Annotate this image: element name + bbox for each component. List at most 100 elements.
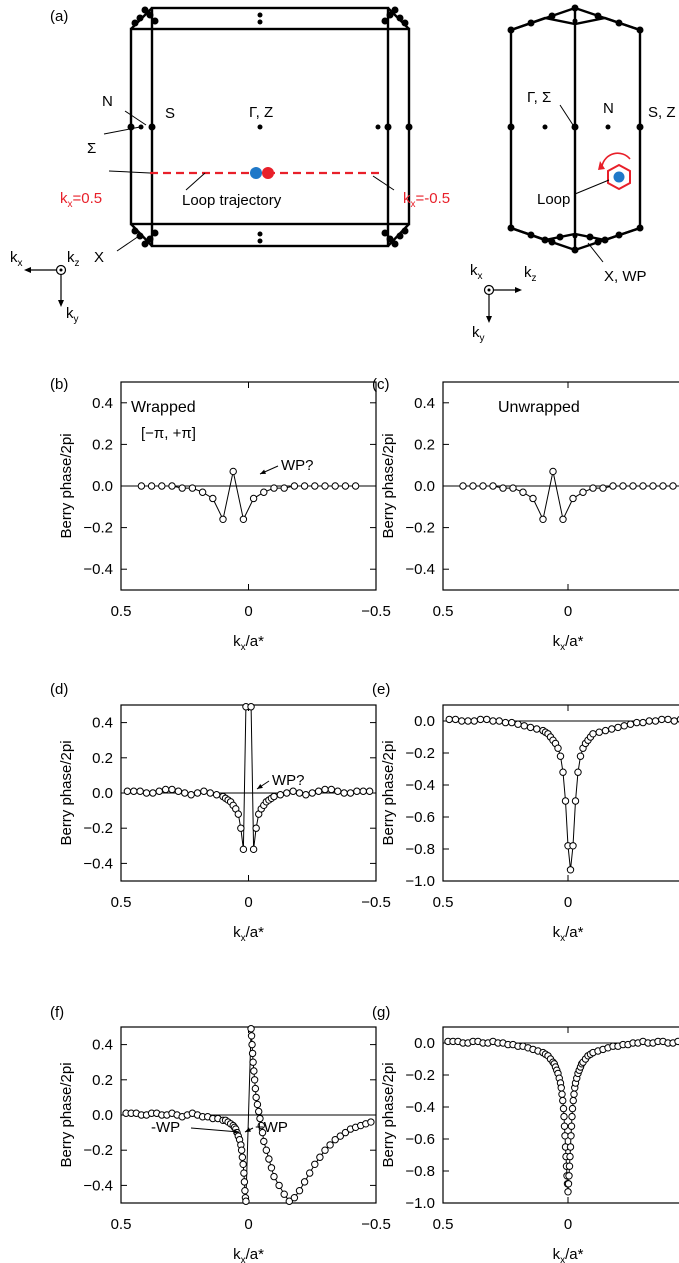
data-point (557, 1084, 565, 1092)
series-line (463, 471, 673, 521)
data-point (479, 482, 487, 490)
y-tick-label: 0.2 (92, 750, 113, 767)
data-point (566, 1143, 575, 1151)
label-S-left: S (165, 105, 175, 122)
svg-text:ky: ky (472, 324, 485, 344)
series-line (127, 706, 370, 850)
y-axis-label: Berry phase/2pi (58, 433, 75, 538)
data-point (255, 1107, 263, 1116)
data-point (589, 730, 597, 738)
label-N-right: N (603, 100, 614, 117)
data-point (566, 1152, 574, 1161)
data-point (633, 718, 641, 727)
red-weyl-point (262, 167, 274, 179)
panel-label: (b) (50, 376, 68, 393)
data-point (464, 717, 472, 725)
data-point (670, 717, 678, 725)
data-point (669, 482, 677, 490)
data-point (321, 482, 329, 490)
data-point (234, 810, 243, 818)
annotation: [−π, +π] (141, 425, 196, 442)
label-gamma-sigma: Γ, Σ (527, 89, 551, 106)
data-point (331, 1135, 339, 1144)
data-point (451, 715, 460, 724)
label-kx-pos: kx=0.5 (60, 190, 102, 210)
data-point (147, 482, 156, 490)
x-tick-label: 0 (564, 603, 572, 620)
annotation-arrowhead (233, 1129, 239, 1134)
y-tick-label: −0.2 (405, 1067, 435, 1084)
data-point (290, 482, 299, 490)
label-loop-trajectory: Loop trajectory (182, 192, 282, 209)
data-point (554, 744, 562, 752)
data-point (649, 482, 657, 490)
data-point (579, 488, 587, 496)
panel-a: (a) N (10, 4, 676, 344)
data-point (168, 785, 176, 794)
data-point (620, 722, 628, 730)
data-point (206, 789, 214, 797)
x-axis-label: kx/a* (233, 633, 264, 653)
y-tick-label: 0.0 (92, 785, 113, 802)
data-point (539, 515, 547, 523)
x-tick-label: −0.5 (361, 603, 391, 620)
data-point (248, 1049, 257, 1058)
data-point (561, 1132, 569, 1140)
data-point (237, 824, 245, 832)
data-point (565, 1162, 574, 1170)
data-point (674, 1037, 679, 1046)
data-point (568, 1104, 577, 1113)
data-point (280, 484, 288, 492)
data-point (252, 1093, 260, 1102)
data-point (295, 1186, 304, 1195)
data-point (249, 1058, 257, 1066)
label-sigma-left: Σ (87, 140, 96, 157)
annotation-arrowhead (245, 1127, 251, 1132)
data-point (533, 725, 541, 733)
data-point (529, 494, 537, 503)
data-point (209, 494, 217, 503)
y-axis-label: Berry phase/2pi (58, 740, 75, 845)
data-point (353, 787, 361, 795)
data-point (571, 797, 580, 805)
label-N-left: N (102, 93, 113, 110)
data-point (174, 787, 183, 795)
data-point (239, 515, 248, 523)
y-tick-label: −0.4 (83, 561, 113, 578)
annotation: +WP (255, 1119, 288, 1136)
data-point (514, 720, 522, 728)
data-point (570, 1090, 578, 1098)
right-axis-triad: kx kz ky (470, 262, 537, 344)
x-tick-label: 0 (244, 603, 252, 620)
label-gamma-z: Γ, Z (249, 104, 273, 121)
y-tick-label: −0.4 (83, 855, 113, 872)
x-axis-label: kx/a* (233, 924, 264, 944)
annotation: WP? (272, 772, 305, 789)
data-point (306, 1169, 314, 1177)
data-point (239, 1160, 247, 1168)
panel-label: (d) (50, 681, 68, 698)
x-axis-label: kx/a* (553, 633, 584, 653)
y-tick-label: 0.0 (414, 478, 435, 495)
data-point (569, 842, 577, 850)
bz-right-points (507, 4, 644, 254)
data-point (589, 484, 597, 492)
data-point (565, 1172, 573, 1180)
y-tick-label: 0.0 (92, 1107, 113, 1124)
data-point (249, 494, 258, 503)
y-tick-label: 0.4 (92, 1037, 113, 1054)
data-point (321, 1146, 329, 1154)
y-tick-label: −0.4 (405, 561, 435, 578)
y-tick-label: 0.0 (414, 1035, 435, 1052)
data-point (341, 482, 350, 490)
y-tick-label: 0.4 (92, 715, 113, 732)
x-tick-label: 0 (244, 1216, 252, 1233)
data-point (346, 789, 355, 797)
x-tick-label: −0.5 (361, 1216, 391, 1233)
data-point (459, 482, 467, 490)
data-point (290, 1194, 299, 1202)
label-loop: Loop (537, 191, 570, 208)
data-point (240, 1169, 248, 1177)
data-point (300, 1178, 309, 1186)
data-point (574, 768, 582, 776)
